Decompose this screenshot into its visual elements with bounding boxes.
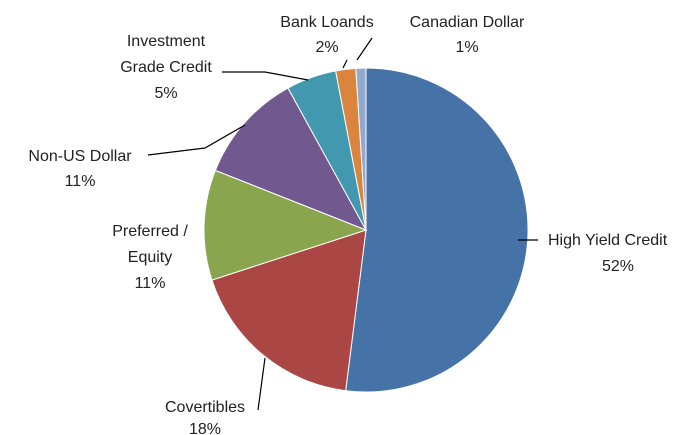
label-preferred-line1: Preferred / <box>112 223 188 240</box>
label-investment-line1: Investment <box>127 33 206 50</box>
label-preferred-pct: 11% <box>135 275 166 292</box>
label-bank-loands-pct: 2% <box>315 39 338 56</box>
label-bank-loands-name: Bank Loands <box>280 14 373 31</box>
pie-slice-preferred-equity <box>203 169 368 281</box>
label-preferred-line2: Equity <box>128 249 172 266</box>
leader-line-covertibles <box>257 357 266 411</box>
label-canadian-dollar-name: Canadian Dollar <box>410 14 525 31</box>
leader-line-canadian-dollar <box>356 37 373 61</box>
label-non-us-dollar-pct: 11% <box>65 173 96 190</box>
pie-slices <box>203 67 529 393</box>
label-covertibles-pct: 18% <box>189 421 221 435</box>
label-covertibles-name: Covertibles <box>165 399 245 416</box>
pie-slice-high-yield-credit <box>345 67 529 393</box>
pie-slice-non-us-dollar <box>214 87 368 231</box>
label-canadian-dollar-pct: 1% <box>455 39 478 56</box>
label-non-us-dollar-name: Non-US Dollar <box>28 148 132 165</box>
leader-line-non-us-dollar <box>147 124 246 156</box>
label-investment-line2: Grade Credit <box>120 59 212 76</box>
label-high-yield-pct: 52% <box>602 258 634 275</box>
pie-slice-covertibles <box>211 229 367 392</box>
label-high-yield-name: High Yield Credit <box>548 232 668 249</box>
pie-slice-canadian-dollar <box>355 67 367 231</box>
leader-line-investment-grade <box>222 71 309 81</box>
label-investment-pct: 5% <box>154 85 177 102</box>
leader-line-bank-loands <box>342 59 348 69</box>
